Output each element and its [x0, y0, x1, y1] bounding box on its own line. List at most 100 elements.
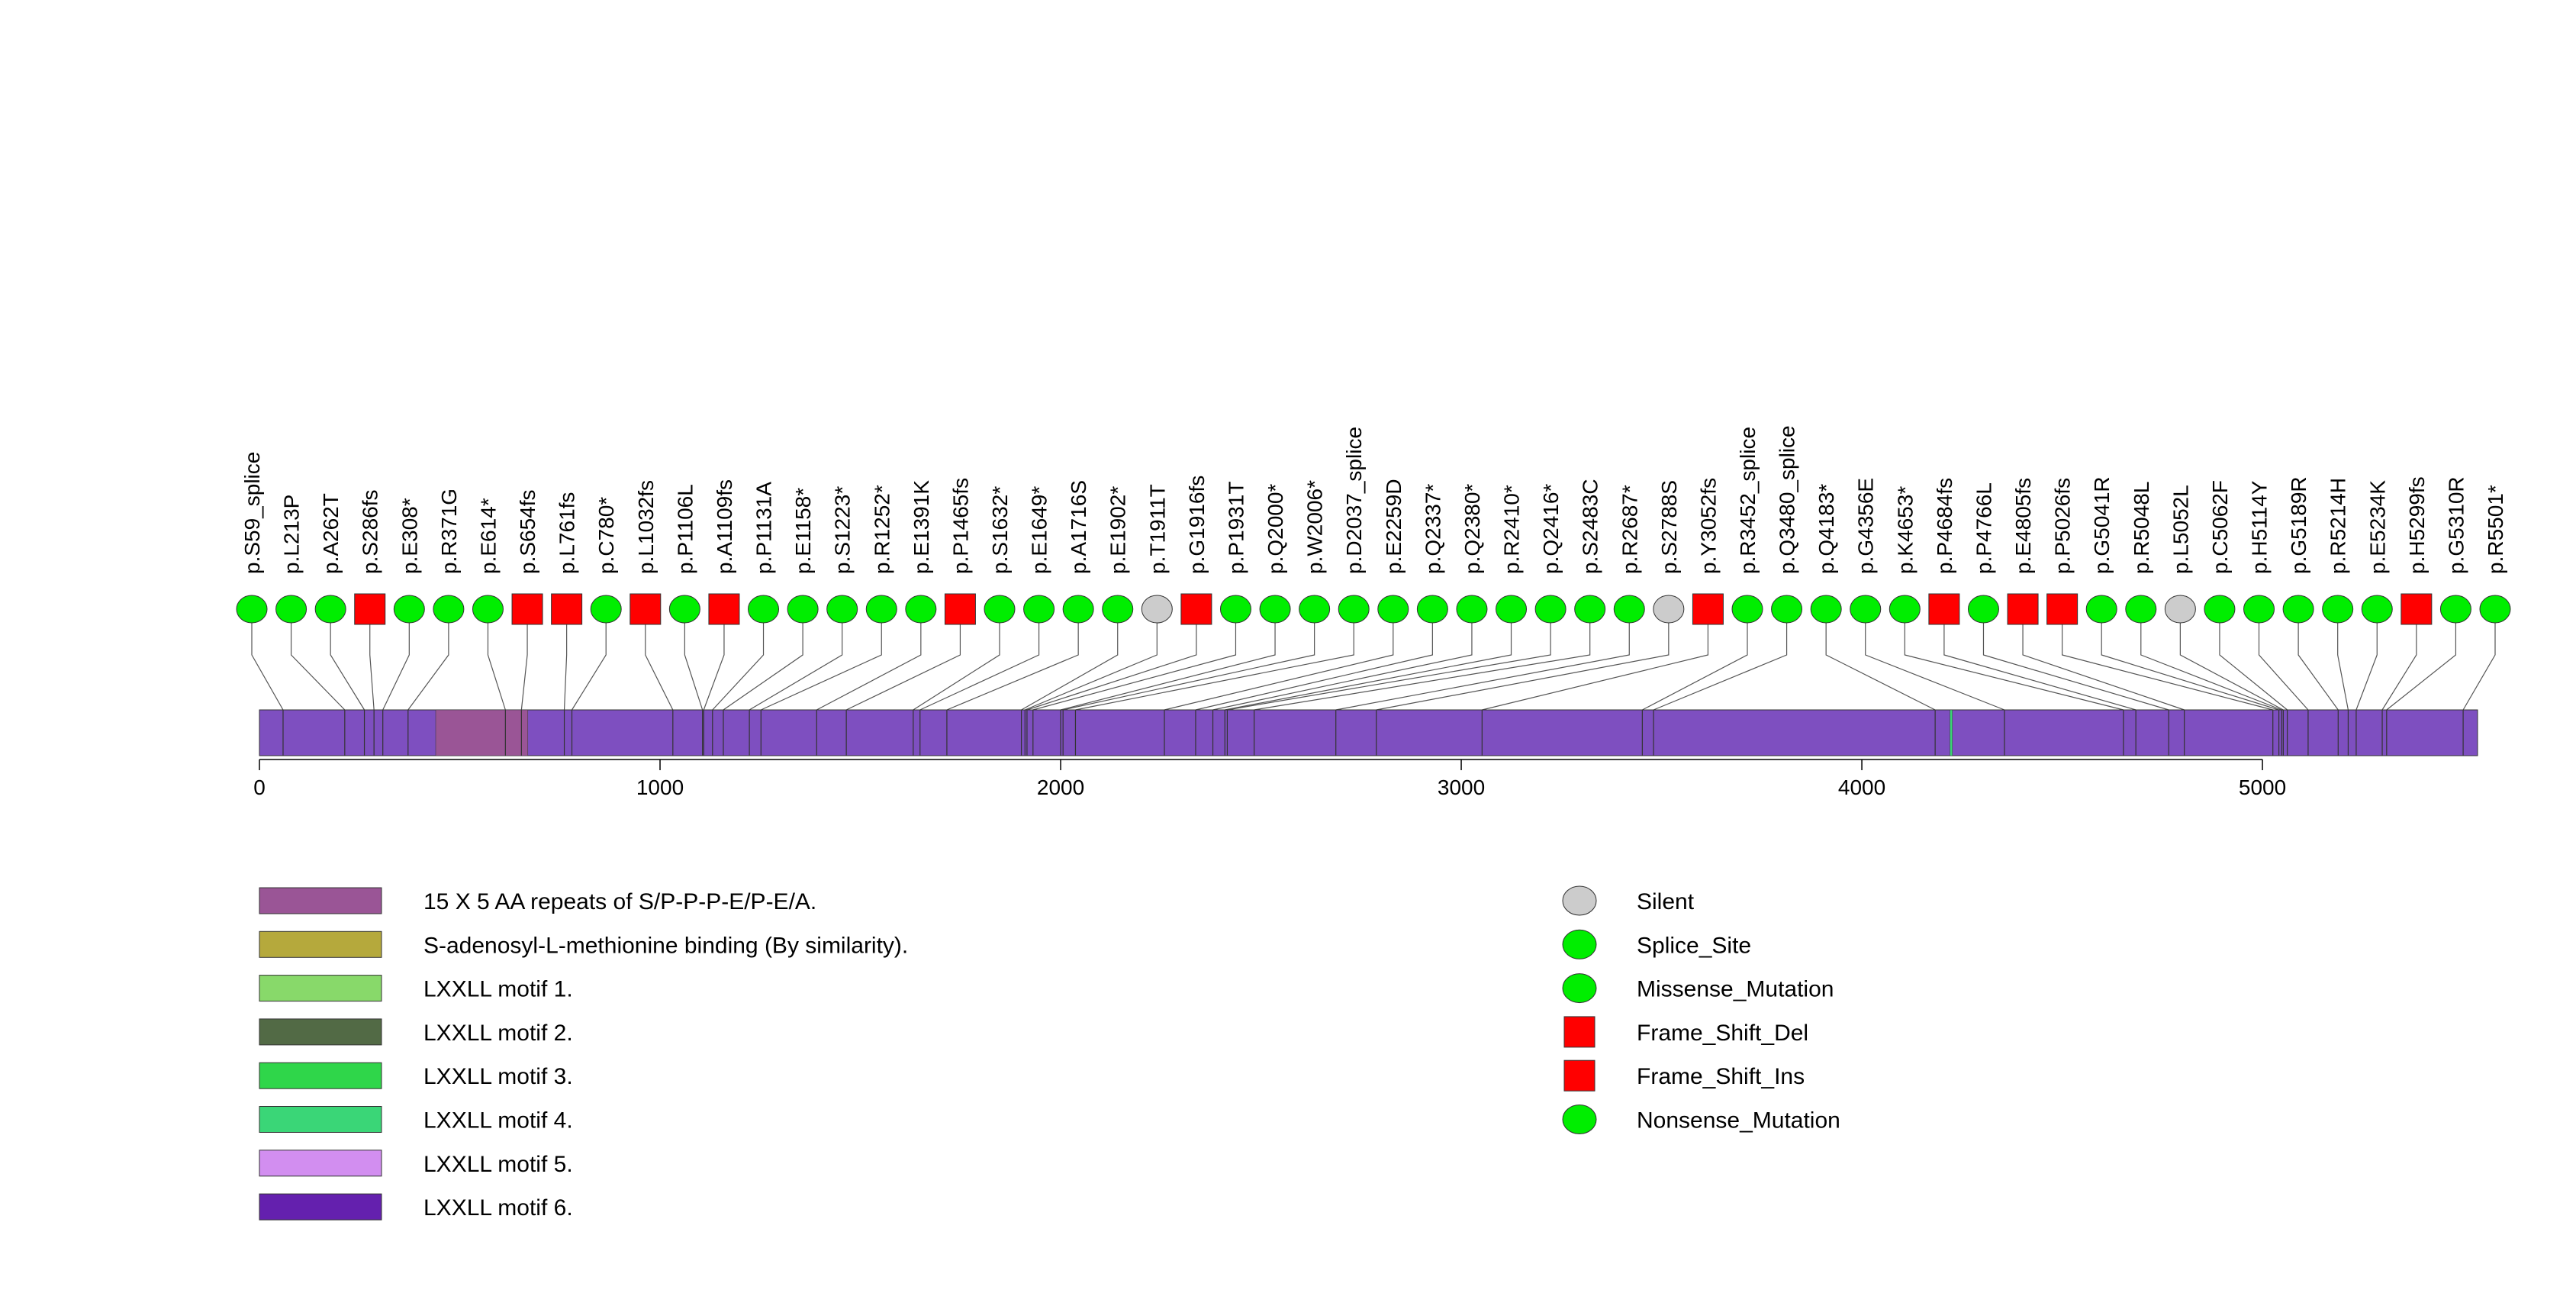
mutation-label: p.E1391K [910, 480, 933, 574]
domain-legend-swatch [259, 1106, 382, 1133]
mutation-label: p.E4805fs [2011, 478, 2035, 574]
mutation-marker [2282, 595, 2314, 624]
mutation-marker [1613, 595, 1645, 624]
mutation-marker [2125, 595, 2157, 624]
mutation-marker [1889, 595, 1921, 624]
mutation-stem [845, 609, 961, 711]
mutation-marker [1967, 595, 1999, 624]
mutation-marker [630, 593, 662, 625]
mutation-stem [684, 609, 704, 711]
mutation-stem [1642, 609, 1748, 711]
mutation-marker [748, 595, 780, 624]
mutation-stem [1482, 609, 1709, 711]
mutation-label: p.R5214H [2326, 478, 2350, 574]
mutation-marker [1259, 595, 1291, 624]
mutation-label: p.Y3052fs [1696, 478, 1720, 574]
mutation-marker [551, 593, 583, 625]
mutation-stem [712, 609, 765, 711]
axis-tick-label: 1000 [636, 776, 684, 799]
domain-region [1950, 709, 1953, 756]
mutation-marker [2164, 595, 2196, 624]
mutation-label: p.G5041R [2090, 476, 2114, 574]
mutation-marker [2243, 595, 2275, 624]
mutation-stem [1021, 609, 1119, 711]
mutation-marker [1496, 595, 1528, 624]
mutation-marker [2479, 595, 2511, 624]
mutation-stem [749, 609, 843, 711]
mutation-label: p.G5310R [2444, 476, 2468, 574]
mutation-label: p.L1032fs [634, 480, 658, 574]
mutation-marker [1731, 595, 1763, 624]
mutation-legend-symbol [1563, 1059, 1596, 1092]
mutation-marker [1928, 593, 1960, 625]
mutation-markers [236, 593, 2511, 625]
mutation-stem [1904, 609, 2124, 711]
mutation-stem [2140, 609, 2282, 711]
mutation-label: p.G1916fs [1185, 476, 1209, 574]
mutation-label: p.R5048L [2130, 482, 2153, 574]
mutation-label: p.P1465fs [948, 478, 972, 574]
mutation-label: p.Q2337* [1421, 484, 1444, 574]
mutation-stem [2062, 609, 2273, 711]
mutation-marker [472, 595, 504, 624]
mutation-label: p.D2037_splice [1342, 427, 1366, 574]
mutation-stem [723, 609, 803, 711]
domain-legend-swatch [259, 1150, 382, 1177]
mutation-label: p.R5501* [2484, 485, 2507, 574]
mutation-label: p.S1632* [988, 486, 1012, 574]
mutation-stem [1164, 609, 1394, 711]
domain-legend-label: LXXLL motif 2. [423, 1021, 573, 1046]
domain-legend: 15 X 5 AA repeats of S/P-P-P-E/P-E/A. S-a… [259, 887, 908, 1221]
mutation-marker [1219, 595, 1251, 624]
mutation-marker [590, 595, 622, 624]
mutation-label: p.S2483C [1579, 479, 1602, 574]
mutation-label: p.P5026fs [2051, 478, 2075, 574]
domain-legend-swatch [259, 930, 382, 958]
mutation-legend-label: Splice_Site [1637, 933, 1751, 958]
axis-tick-label: 5000 [2239, 776, 2286, 799]
mutation-stem [1982, 609, 2169, 711]
mutation-stem [1227, 609, 1551, 711]
domain-legend-swatch [259, 1062, 382, 1089]
domain-legend-swatch [259, 975, 382, 1002]
mutation-label: p.Q2000* [1264, 484, 1287, 574]
mutation-label: p.S654fs [516, 489, 539, 574]
mutation-stem [407, 609, 449, 711]
mutation-marker [1574, 595, 1606, 624]
mutation-marker [433, 595, 465, 624]
mutation-marker [2401, 593, 2433, 625]
mutation-label: p.A262T [319, 493, 343, 574]
mutation-marker [905, 595, 937, 624]
axis-tick-label: 2000 [1037, 776, 1084, 799]
mutation-legend-symbol [1562, 1105, 1597, 1134]
mutation-stem [330, 609, 365, 711]
mutation-marker [865, 595, 897, 624]
mutation-marker [1180, 593, 1212, 625]
domain-legend-label: LXXLL motif 4. [423, 1108, 573, 1134]
domain-legend-swatch [259, 1193, 382, 1221]
mutation-stem [2337, 609, 2349, 711]
mutation-type-legend: Silent Splice_Site Missense_Mutation Frame_… [1562, 885, 1840, 1134]
mutation-stem [1026, 609, 1197, 711]
mutation-stem [487, 609, 506, 711]
domain-legend-label: LXXLL motif 5. [423, 1152, 573, 1177]
mutation-label: p.L213P [280, 495, 304, 574]
x-axis: 0 1000 2000 3000 4000 5000 [253, 759, 2286, 799]
domain-legend-label: LXXLL motif 3. [423, 1064, 573, 1089]
mutation-marker [354, 593, 386, 625]
mutation-label: p.Q2416* [1539, 484, 1563, 574]
protein-bar [259, 709, 2478, 756]
domain-region [435, 709, 529, 756]
mutation-marker [2322, 595, 2354, 624]
mutation-label: p.L5052L [2169, 485, 2192, 574]
mutation-legend-symbol [1562, 929, 1597, 959]
mutation-marker [1692, 593, 1724, 625]
mutation-label: p.P4766L [1972, 482, 1995, 574]
mutation-marker [668, 595, 700, 624]
mutation-stem [1025, 609, 1158, 711]
mutation-marker [1377, 595, 1409, 624]
mutation-marker [393, 595, 425, 624]
mutation-label: p.R1252* [870, 485, 894, 574]
mutation-label: p.P1106L [673, 484, 697, 574]
mutation-label: p.E5234K [2365, 480, 2389, 574]
